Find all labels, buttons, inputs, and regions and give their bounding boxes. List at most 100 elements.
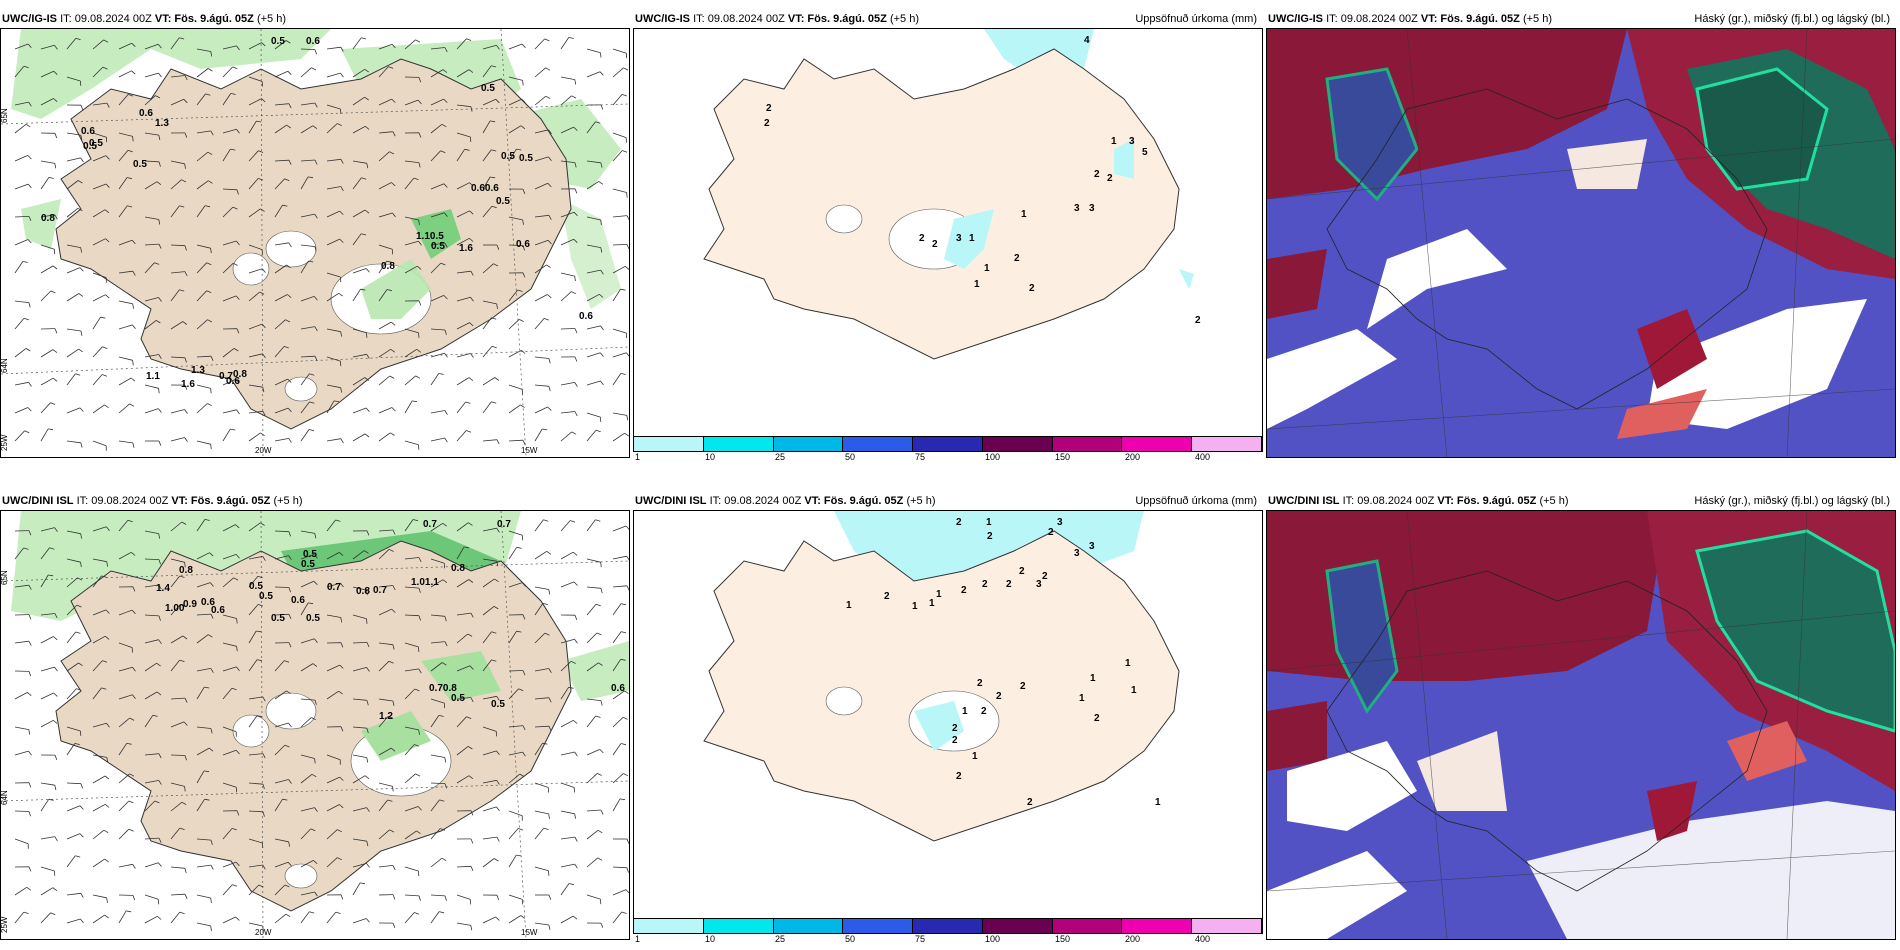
- map-frame[interactable]: [1266, 28, 1896, 458]
- wind-barb-flag: [441, 662, 447, 666]
- wind-barb: [352, 807, 367, 812]
- colorbar-swatch: [773, 437, 844, 451]
- wind-barb: [404, 744, 415, 756]
- map-frame[interactable]: 65N 64N 25W 20W 15W 0.7 0.7 0.8 0.5 1.4 0.5 0.…: [0, 510, 630, 940]
- wind-barb-flag: [599, 293, 604, 298]
- wind-barb: [300, 125, 314, 134]
- wind-barb-flag: [287, 378, 292, 383]
- wind-barb: [66, 293, 80, 302]
- wind-barb-flag: [80, 105, 84, 111]
- wind-barb-flag: [314, 326, 318, 332]
- wind-barb-flag: [261, 268, 266, 273]
- wind-barb-flag: [468, 579, 474, 583]
- wind-barb-flag: [158, 388, 160, 394]
- wind-barb: [222, 93, 232, 106]
- wind-barb: [170, 754, 186, 756]
- wind-barb: [586, 829, 599, 840]
- wind-barb: [92, 914, 105, 924]
- map-frame[interactable]: 65N 64N 25W 20W 15W 0.5 0.6 0.5 0.6 1.3 0.6 0.…: [0, 28, 630, 458]
- wind-barb-flag: [544, 38, 550, 42]
- precip-value-label: 0.5: [431, 241, 445, 252]
- wind-barb-flag: [600, 562, 602, 568]
- wind-barb-flag: [391, 182, 396, 187]
- wind-barb-flag: [340, 642, 344, 648]
- wind-barb: [378, 865, 393, 868]
- colorbar: [633, 918, 1263, 934]
- init-time: IT: 09.08.2024 00Z: [709, 495, 802, 507]
- wind-barb: [66, 132, 81, 136]
- wind-barb: [508, 670, 524, 672]
- wind-barb-flag: [595, 121, 601, 124]
- wind-barb-flag: [184, 755, 187, 761]
- wind-barb: [404, 39, 416, 50]
- wind-barb: [326, 552, 340, 560]
- wind-barb-flag: [491, 631, 497, 634]
- wind-barb-flag: [288, 722, 292, 728]
- wind-barb-flag: [339, 776, 344, 781]
- wind-barb: [92, 132, 107, 138]
- wind-barb-flag: [75, 855, 81, 858]
- wind-barb: [118, 356, 133, 361]
- colorbar-label: 25: [775, 452, 786, 462]
- wind-barb: [534, 810, 549, 815]
- wind-barb-flag: [288, 103, 292, 109]
- wind-barb-flag: [258, 884, 264, 888]
- wind-barb-flag: [262, 753, 266, 759]
- wind-barb-flag: [288, 242, 292, 248]
- panel-header: UWC/IG-IS IT: 09.08.2024 00Z VT: Fös. 9.…: [2, 10, 628, 28]
- wind-barb-flag: [230, 148, 236, 151]
- wind-barb-flag: [210, 668, 214, 673]
- wind-barb-flag: [573, 211, 578, 217]
- wind-barb: [222, 524, 236, 532]
- wind-barb-flag: [522, 219, 524, 225]
- wind-barb: [612, 132, 627, 138]
- wind-barb: [560, 272, 575, 277]
- wind-barb-flag: [74, 743, 80, 745]
- colorbar-label: 75: [915, 934, 926, 944]
- wind-barb: [482, 98, 496, 106]
- wind-barb-flag: [77, 577, 83, 581]
- wind-barb-flag: [236, 45, 240, 51]
- wind-barb-flag: [417, 806, 422, 811]
- wind-barb: [300, 213, 315, 218]
- wind-barb: [274, 530, 290, 533]
- wind-barb: [196, 93, 206, 106]
- wind-barb: [482, 149, 492, 162]
- wind-barb: [300, 554, 315, 560]
- wind-barb: [144, 691, 158, 700]
- wind-barb: [222, 128, 237, 134]
- wind-barb: [222, 378, 236, 386]
- wind-barb: [456, 377, 470, 386]
- wind-barb: [14, 886, 27, 896]
- wind-barb-flag: [158, 533, 160, 539]
- wind-barb: [92, 526, 107, 532]
- wind-barb-flag: [522, 272, 526, 278]
- wind-barb: [274, 838, 289, 843]
- wind-barb-flag: [182, 635, 188, 640]
- wind-barb-flag: [574, 162, 577, 168]
- wind-barb-flag: [548, 726, 552, 731]
- wind-barb-flag: [444, 242, 448, 248]
- wind-barb: [300, 891, 315, 896]
- wind-barb-flag: [179, 827, 185, 830]
- wind-barb: [92, 404, 105, 414]
- wind-barb: [326, 272, 341, 278]
- wind-barb-flag: [80, 918, 84, 924]
- wind-barb-flag: [516, 148, 522, 151]
- wind-barb-flag: [366, 807, 370, 812]
- map-frame[interactable]: [1266, 510, 1896, 940]
- wind-barb-flag: [622, 150, 628, 153]
- wind-barb-flag: [418, 332, 420, 338]
- panel-header: UWC/IG-IS IT: 09.08.2024 00Z VT: Fös. 9.…: [635, 10, 1261, 28]
- wind-barb-flag: [391, 43, 396, 49]
- wind-barb: [170, 437, 185, 442]
- wind-barb-flag: [262, 784, 265, 790]
- wind-barb: [66, 157, 81, 162]
- wind-barb: [352, 838, 367, 842]
- wind-barb-flag: [210, 864, 214, 870]
- wind-barb: [170, 521, 183, 532]
- colorbar-swatch: [1122, 437, 1193, 451]
- wind-barb-flag: [361, 37, 367, 40]
